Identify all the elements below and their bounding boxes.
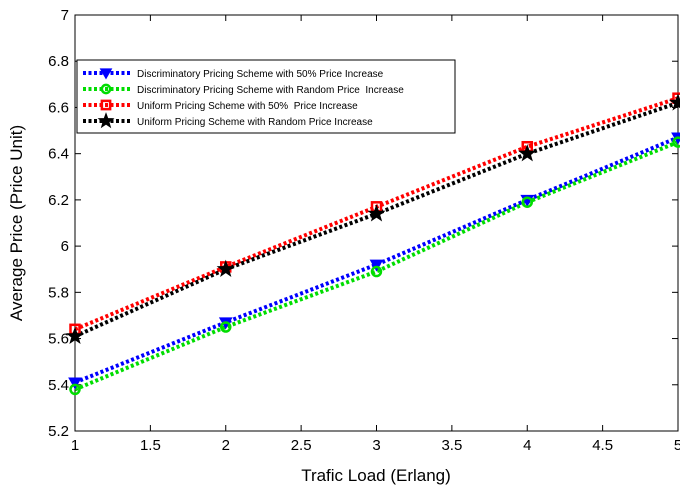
- y-tick-label: 6.2: [48, 192, 69, 209]
- series-4-point: [216, 259, 235, 277]
- x-tick-label: 3: [372, 437, 380, 454]
- series-1-point: [68, 377, 82, 390]
- series-2-point: [220, 321, 232, 333]
- y-tick-label: 6.4: [48, 146, 69, 163]
- legend-entry-4: Uniform Pricing Scheme with Random Price…: [137, 117, 373, 128]
- y-tick-label: 5.2: [48, 423, 69, 440]
- legend-marker-1: [99, 68, 113, 80]
- legend-entry-3: Uniform Pricing Scheme with 50% Price In…: [137, 101, 358, 112]
- legend-marker-4: [97, 112, 115, 129]
- series-1-point: [369, 259, 384, 272]
- x-tick-label: 2.5: [291, 437, 312, 454]
- legend-box: [76, 59, 456, 134]
- y-tick-label: 6: [61, 238, 69, 255]
- legend-marker-3: [100, 99, 112, 111]
- series-2-point: [370, 265, 383, 278]
- x-tick-label: 4: [523, 437, 531, 454]
- legend-entry-1: Discriminatory Pricing Scheme with 50% P…: [137, 69, 384, 80]
- y-tick-label: 5.8: [48, 284, 69, 301]
- series-markers: [65, 92, 680, 396]
- x-tick-label: 3.5: [441, 437, 462, 454]
- x-tick-label: 1: [71, 437, 79, 454]
- series-4-point: [518, 144, 537, 162]
- legend-marker-2: [100, 83, 112, 95]
- y-tick-label: 5.6: [48, 331, 69, 348]
- series-2-point: [521, 196, 533, 208]
- series-2-point: [69, 383, 81, 396]
- series-2-point: [672, 136, 680, 148]
- y-tick-label: 5.4: [48, 377, 69, 394]
- y-tick-label: 7: [61, 7, 69, 24]
- x-tick-label: 5: [674, 437, 680, 454]
- series-4-point: [668, 93, 680, 111]
- x-axis-label: Trafic Load (Erlang): [301, 466, 451, 485]
- y-tick-label: 6.8: [48, 53, 69, 70]
- legend-entry-2: Discriminatory Pricing Scheme with Rando…: [137, 85, 404, 96]
- tick-labels: 1 1.5 2 2.5 3 3.5 4 4.5 5 5.2 5.4 5.6 5.8 6 6.2 6.4 6.6 6…: [48, 7, 680, 454]
- x-tick-label: 2: [222, 437, 230, 454]
- series-4-point: [367, 204, 386, 222]
- y-axis-label: Average Price (Price Unit): [7, 125, 26, 321]
- legend: Discriminatory Pricing Scheme with 50% P…: [76, 59, 456, 134]
- x-tick-label: 1.5: [140, 437, 161, 454]
- x-tick-label: 4.5: [592, 437, 613, 454]
- y-tick-label: 6.6: [48, 99, 69, 116]
- series-4-point: [65, 326, 85, 345]
